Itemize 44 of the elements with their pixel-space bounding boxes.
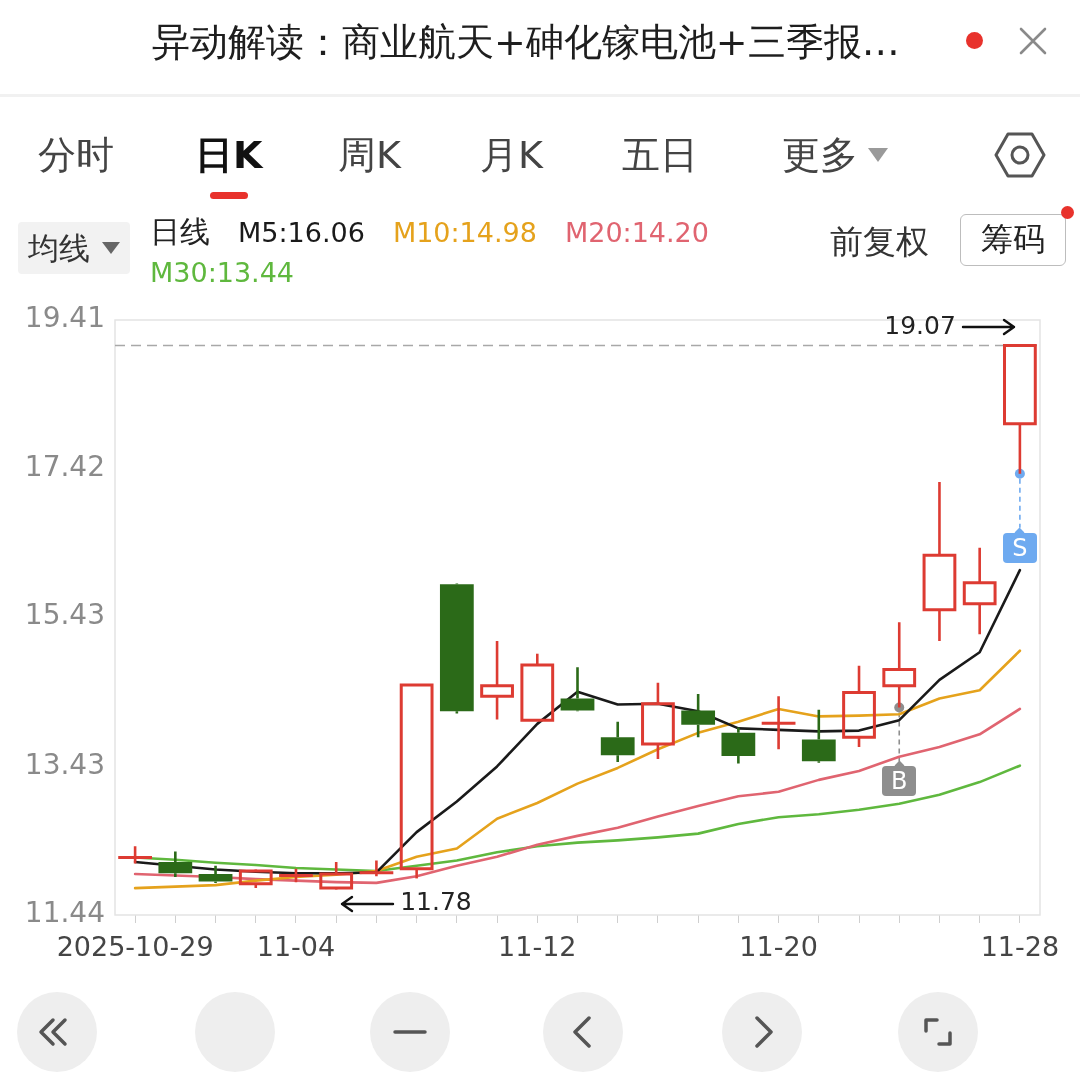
text: 五日 (622, 132, 698, 179)
candlestick (761, 694, 796, 751)
candlestick (922, 480, 957, 643)
candlestick (681, 692, 716, 739)
candlestick (641, 681, 675, 761)
text: 更多 (782, 132, 858, 179)
candlestick (158, 850, 193, 879)
y-tick-label: 13.43 (24, 747, 105, 781)
chart-title: 异动解读：商业航天+砷化镓电池+三季报… (152, 19, 900, 66)
outlined-button: 筹码 (960, 214, 1066, 266)
legend-title: 日线 (150, 213, 210, 251)
y-tick-label: 19.41 (24, 301, 105, 335)
text: 日K (195, 132, 263, 179)
candlestick (359, 859, 394, 878)
x-tick-label: 11-04 (256, 931, 336, 963)
text: 分时 (38, 132, 114, 179)
y-tick-label: 15.43 (24, 598, 105, 632)
annotation: B (882, 766, 917, 797)
text: 月K (480, 132, 543, 179)
text: M20:14.20 (564, 216, 709, 250)
candlestick (480, 639, 514, 721)
annotation: 19.07 (884, 310, 956, 340)
y-tick-label: 11.44 (24, 896, 105, 930)
y-tick-label: 17.42 (24, 449, 105, 483)
text: M30:13.44 (150, 256, 295, 290)
annotation: 11.78 (400, 887, 472, 917)
x-tick-label: 11-12 (498, 931, 577, 963)
candlestick (560, 665, 595, 711)
candlestick (399, 683, 434, 880)
candlestick (842, 664, 876, 749)
candlestick (962, 546, 997, 636)
annotation: S (1002, 532, 1037, 563)
candlestick (721, 726, 756, 765)
x-tick-label: 11-28 (980, 931, 1060, 963)
candlestick (520, 652, 555, 722)
text: M10:14.98 (392, 216, 537, 250)
text: 周K (338, 132, 401, 179)
x-tick-label: 11-20 (739, 931, 818, 963)
text: 前复权 (830, 221, 929, 263)
x-tick-label: 2025-10-29 (56, 931, 214, 963)
candlestick (1003, 343, 1037, 476)
candlestick (600, 720, 635, 764)
dropdown-field: 均线 (18, 222, 130, 274)
text: M5:16.06 (238, 216, 365, 250)
